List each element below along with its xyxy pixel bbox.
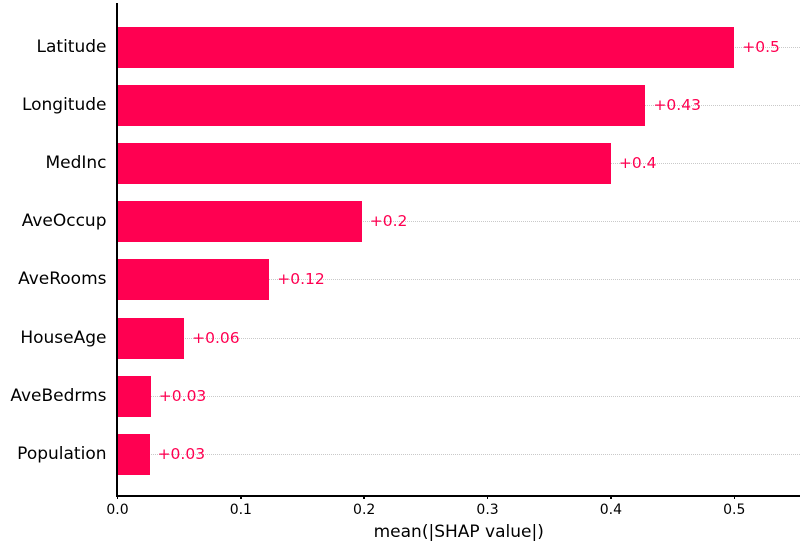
feature-label: AveBedrms <box>10 385 107 406</box>
row-gridline <box>117 337 800 339</box>
x-axis-label: mean(|SHAP value|) <box>373 522 544 542</box>
y-axis-spine <box>116 3 118 497</box>
bar <box>117 201 362 243</box>
feature-label: HouseAge <box>20 327 107 348</box>
x-tick-mark <box>363 495 365 499</box>
x-tick-label: 0.4 <box>599 502 623 518</box>
x-tick-mark <box>733 495 735 499</box>
bar-value-label: +0.2 <box>369 212 408 231</box>
feature-label: AveOccup <box>21 211 107 232</box>
x-tick-label: 0.2 <box>353 502 376 518</box>
bar <box>117 26 735 68</box>
feature-label: Population <box>17 443 107 464</box>
bar-value-label: +0.5 <box>742 37 780 56</box>
bar-value-label: +0.03 <box>157 444 206 463</box>
bar <box>117 142 611 184</box>
bar <box>117 259 270 301</box>
x-tick-label: 0.3 <box>476 502 499 518</box>
x-tick-mark <box>610 495 612 499</box>
bar <box>117 375 151 417</box>
x-tick-mark <box>486 495 489 499</box>
bar <box>117 433 150 475</box>
bar-value-label: +0.06 <box>192 328 240 347</box>
x-tick-label: 0.5 <box>723 502 746 518</box>
feature-label: Latitude <box>36 36 107 57</box>
x-tick-mark <box>240 495 242 499</box>
bar-value-label: +0.43 <box>653 95 701 114</box>
bar <box>117 84 646 126</box>
x-tick-label: 0.0 <box>106 502 129 518</box>
feature-label: MedInc <box>45 152 107 173</box>
x-tick-label: 0.1 <box>229 502 252 518</box>
row-gridline <box>117 395 800 397</box>
row-gridline <box>117 221 800 223</box>
row-gridline <box>117 279 800 281</box>
row-gridline <box>117 453 800 455</box>
bar-value-label: +0.12 <box>277 270 325 289</box>
feature-label: AveRooms <box>18 269 107 290</box>
x-tick-mark <box>116 495 119 499</box>
feature-label: Longitude <box>21 94 107 115</box>
x-axis-spine <box>116 495 800 497</box>
bar-value-label: +0.4 <box>618 153 657 172</box>
bar-value-label: +0.03 <box>158 386 207 405</box>
bar <box>117 317 185 359</box>
